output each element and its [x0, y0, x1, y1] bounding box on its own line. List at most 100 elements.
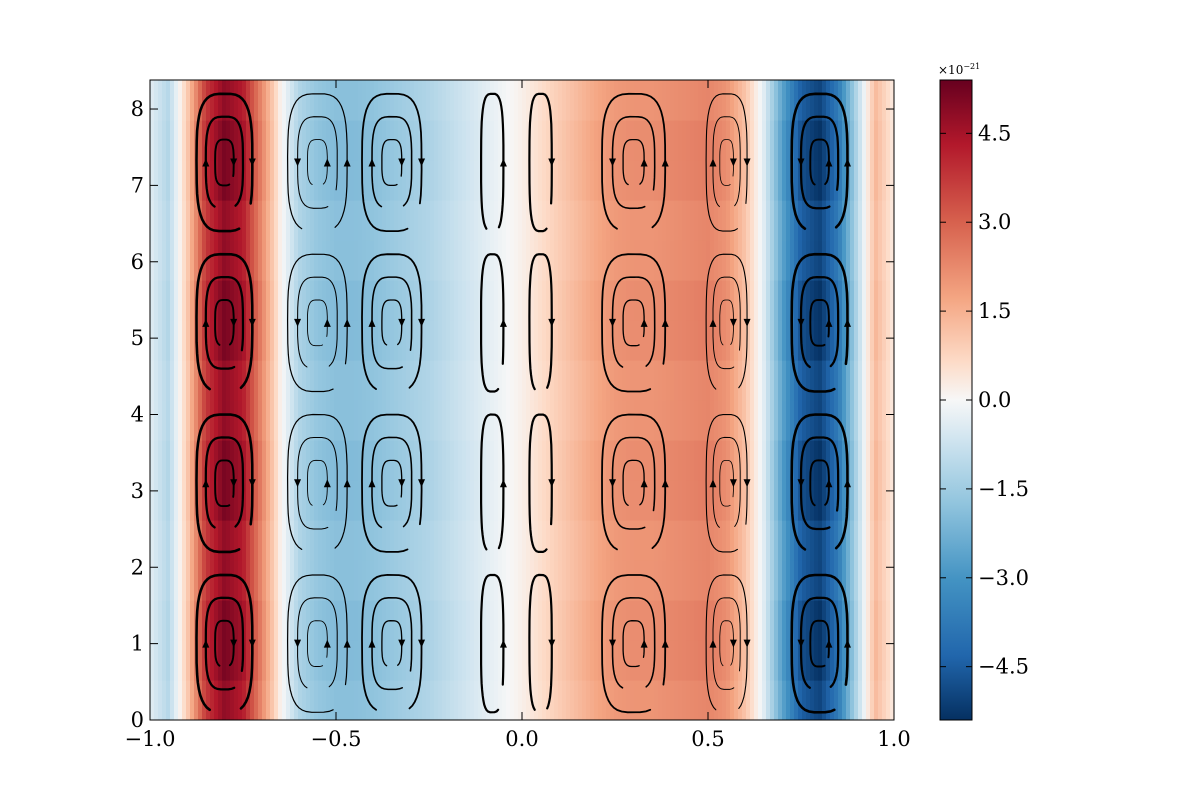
streamline-arrow — [825, 318, 833, 327]
heatmap-cell — [714, 240, 719, 281]
heatmap-cell — [306, 320, 311, 361]
heatmap-cell — [538, 200, 543, 241]
heatmap-cell — [386, 160, 391, 201]
heatmap-cell — [718, 680, 723, 720]
heatmap-cell — [686, 480, 691, 521]
heatmap-cell — [234, 600, 239, 641]
heatmap-cell — [758, 320, 763, 361]
heatmap-cell — [598, 640, 603, 681]
heatmap-cell — [654, 80, 659, 121]
heatmap-cell — [586, 560, 591, 601]
heatmap-cell — [310, 560, 315, 601]
heatmap-cell — [442, 520, 447, 561]
heatmap-cell — [638, 120, 643, 161]
streamline-arrow — [230, 479, 238, 488]
heatmap-cell — [566, 160, 571, 201]
heatmap-cell — [330, 240, 335, 281]
heatmap-cell — [558, 440, 563, 481]
heatmap-cell — [670, 560, 675, 601]
heatmap-cell — [418, 400, 423, 441]
streamline-arrow — [743, 639, 751, 648]
heatmap-cell — [654, 520, 659, 561]
heatmap-cell — [838, 320, 843, 361]
heatmap-cell — [442, 200, 447, 241]
heatmap-cell — [842, 680, 847, 720]
heatmap-cell — [778, 440, 783, 481]
heatmap-cell — [150, 320, 155, 361]
heatmap-cell — [886, 680, 891, 720]
heatmap-cell — [398, 440, 403, 481]
heatmap-cell — [602, 320, 607, 361]
heatmap-cell — [382, 320, 387, 361]
streamline-arrow — [797, 479, 805, 488]
heatmap-cell — [338, 440, 343, 481]
heatmap-cell — [302, 80, 307, 121]
heatmap-cell — [830, 400, 835, 441]
heatmap-cell — [734, 80, 739, 121]
heatmap-cell — [150, 200, 155, 241]
heatmap-cell — [446, 120, 451, 161]
heatmap-cell — [466, 160, 471, 201]
heatmap-cell — [874, 600, 879, 641]
heatmap-cell — [558, 640, 563, 681]
heatmap-cell — [650, 360, 655, 401]
heatmap-cell — [374, 560, 379, 601]
streamline — [809, 619, 830, 668]
heatmap-cell — [174, 560, 179, 601]
heatmap-cell — [514, 360, 519, 401]
heatmap-cell — [218, 640, 223, 681]
heatmap-cell — [750, 160, 755, 201]
heatmap-cell — [218, 520, 223, 561]
heatmap-cell — [186, 120, 191, 161]
heatmap-cell — [278, 480, 283, 521]
heatmap-cell — [582, 200, 587, 241]
heatmap-cell — [754, 520, 759, 561]
heatmap-cell — [338, 240, 343, 281]
heatmap-cell — [734, 480, 739, 521]
heatmap-cell — [382, 480, 387, 521]
heatmap-cell — [710, 360, 715, 401]
heatmap-cell — [794, 400, 799, 441]
heatmap-cell — [542, 480, 547, 521]
heatmap-cell — [182, 480, 187, 521]
heatmap-cell — [354, 360, 359, 401]
heatmap-cell — [470, 200, 475, 241]
heatmap-cell — [542, 560, 547, 601]
heatmap-cell — [878, 160, 883, 201]
heatmap-cell — [506, 240, 511, 281]
heatmap-cell — [510, 80, 515, 121]
heatmap-cell — [618, 520, 623, 561]
heatmap-cell — [194, 560, 199, 601]
streamline — [195, 573, 254, 712]
heatmap-cell — [598, 560, 603, 601]
heatmap-cell — [206, 320, 211, 361]
heatmap-cell — [262, 80, 267, 121]
heatmap-cell — [258, 480, 263, 521]
streamline-arrow — [323, 158, 331, 167]
streamline — [790, 92, 849, 230]
heatmap-cell — [534, 320, 539, 361]
heatmap-cell — [162, 480, 167, 521]
heatmap-cell — [858, 200, 863, 241]
heatmap-cell — [798, 360, 803, 401]
heatmap-cell — [882, 240, 887, 281]
heatmap-cell — [322, 560, 327, 601]
heatmap-cell — [774, 520, 779, 561]
heatmap-cell — [602, 520, 607, 561]
heatmap-cell — [694, 320, 699, 361]
heatmap-cell — [542, 320, 547, 361]
heatmap-cell — [878, 400, 883, 441]
heatmap-cell — [358, 400, 363, 441]
heatmap-cell — [822, 240, 827, 281]
heatmap-cell — [702, 160, 707, 201]
colorbar-tick-label: 4.5 — [978, 121, 1011, 145]
streamline — [361, 573, 423, 711]
heatmap-cell — [266, 200, 271, 241]
heatmap-cell — [770, 600, 775, 641]
heatmap-cell — [562, 680, 567, 720]
heatmap-cell — [410, 680, 415, 720]
heatmap-cell — [566, 520, 571, 561]
heatmap-cell — [834, 640, 839, 681]
heatmap-cell — [734, 320, 739, 361]
heatmap-cell — [522, 400, 527, 441]
